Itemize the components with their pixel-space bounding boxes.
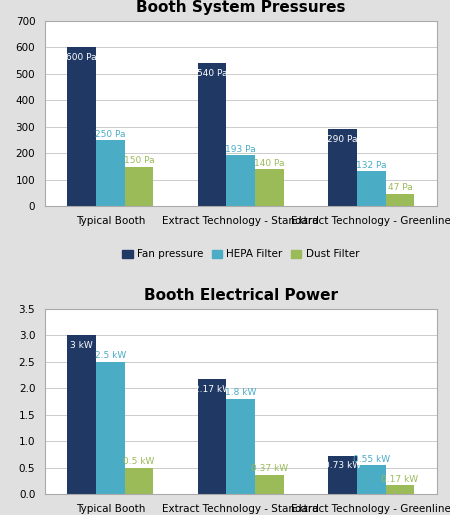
Text: 600 Pa: 600 Pa (66, 53, 97, 62)
Text: 150 Pa: 150 Pa (124, 156, 154, 165)
Bar (125, 166, 153, 207)
Bar (67, 47, 96, 207)
Legend: Fan pressure, HEPA Filter, Dust Filter: Fan pressure, HEPA Filter, Dust Filter (118, 245, 363, 263)
Text: 290 Pa: 290 Pa (327, 135, 358, 144)
Bar (386, 485, 414, 494)
Bar (96, 140, 125, 207)
Bar (357, 465, 386, 494)
Text: 3 kW: 3 kW (70, 341, 93, 350)
Bar (96, 362, 125, 494)
Bar (386, 194, 414, 207)
Title: Booth System Pressures: Booth System Pressures (136, 1, 346, 15)
Bar (67, 335, 96, 494)
Bar (125, 468, 153, 494)
Text: 0.17 kW: 0.17 kW (382, 475, 418, 484)
Text: 193 Pa: 193 Pa (225, 145, 256, 153)
Text: 0.37 kW: 0.37 kW (251, 464, 288, 473)
Bar (328, 456, 357, 494)
Text: 1.8 kW: 1.8 kW (225, 388, 256, 398)
Text: 2.5 kW: 2.5 kW (94, 351, 126, 360)
Text: 132 Pa: 132 Pa (356, 161, 387, 170)
Bar (255, 169, 284, 207)
Title: Booth Electrical Power: Booth Electrical Power (144, 288, 338, 303)
Bar (357, 171, 386, 207)
Bar (328, 129, 357, 207)
Text: 250 Pa: 250 Pa (95, 130, 126, 139)
Text: 0.73 kW: 0.73 kW (324, 461, 361, 470)
Text: 0.5 kW: 0.5 kW (123, 457, 155, 467)
Bar (198, 379, 226, 494)
Bar (226, 399, 255, 494)
Bar (226, 155, 255, 207)
Text: 0.55 kW: 0.55 kW (353, 455, 390, 464)
Text: 47 Pa: 47 Pa (387, 183, 412, 193)
Bar (198, 63, 226, 207)
Bar (255, 475, 284, 494)
Text: 540 Pa: 540 Pa (197, 68, 227, 78)
Text: 140 Pa: 140 Pa (254, 159, 285, 168)
Text: 2.17 kW: 2.17 kW (194, 385, 230, 394)
